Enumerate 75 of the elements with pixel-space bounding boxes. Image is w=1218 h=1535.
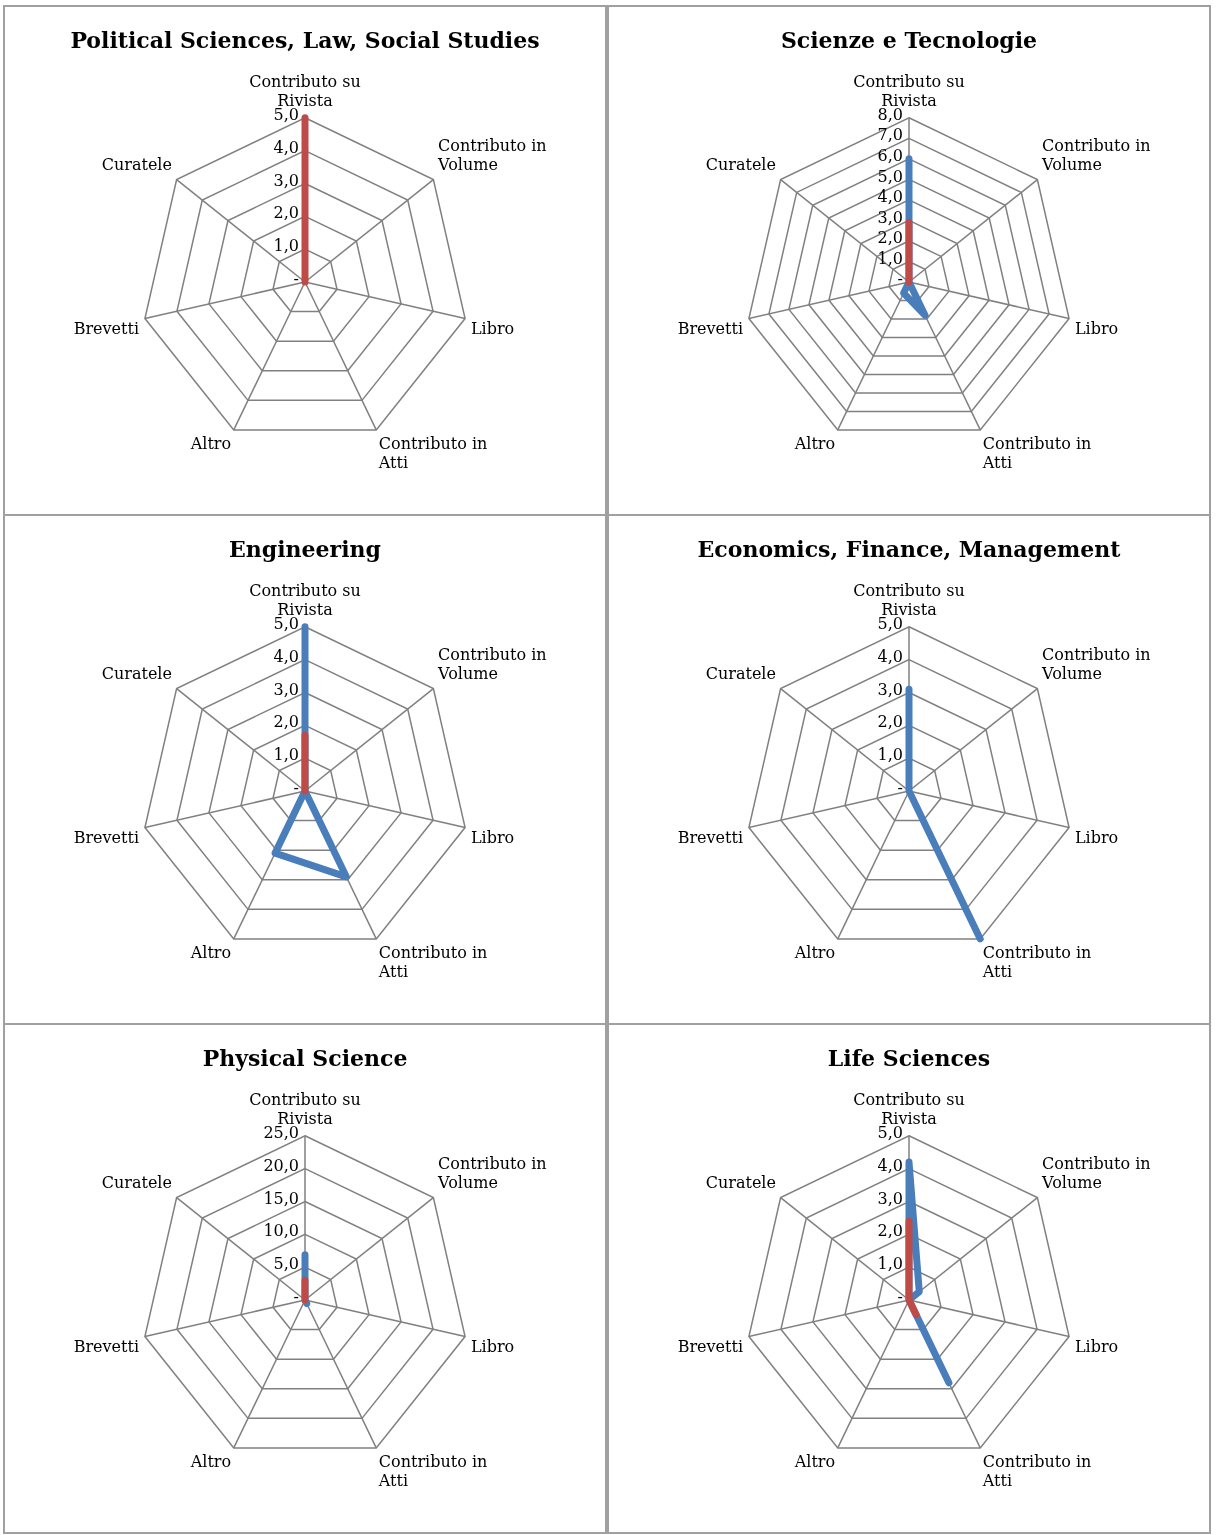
- spoke-label: Brevetti: [677, 1336, 744, 1356]
- chart-title: Engineering: [229, 535, 381, 562]
- spoke-label: Contributo in Atti: [981, 1452, 1092, 1491]
- chart-title: Economics, Finance, Management: [697, 535, 1122, 562]
- spoke-label: Libro: [470, 318, 515, 338]
- spoke-label: Contributo in Volume: [437, 645, 547, 684]
- y-tick-label: 1,0: [273, 236, 299, 256]
- spoke-label: Altro: [793, 434, 836, 454]
- chart-title: Physical Science: [202, 1044, 408, 1071]
- spoke-label: Contributo in Atti: [377, 1452, 488, 1491]
- y-tick-label: 3,0: [877, 679, 903, 699]
- spoke-label: Brevetti: [73, 1336, 140, 1356]
- y-tick-label: 6,0: [877, 146, 903, 166]
- y-tick-label: 2,0: [877, 712, 903, 732]
- spoke-label: Libro: [470, 1336, 515, 1356]
- y-tick-label: 4,0: [877, 646, 903, 666]
- y-tick-label: -: [897, 1287, 903, 1307]
- spoke-label: Contributo in Volume: [437, 136, 547, 175]
- y-tick-label: 3,0: [273, 679, 299, 699]
- spoke-label: Curatele: [101, 155, 172, 175]
- spoke-label: Contributo in Atti: [981, 434, 1092, 473]
- y-tick-label: 2,0: [273, 203, 299, 223]
- y-tick-label: 5,0: [273, 1254, 299, 1274]
- y-tick-label: 3,0: [877, 1188, 903, 1208]
- spoke-label: Libro: [470, 827, 515, 847]
- spoke-label: Brevetti: [677, 827, 744, 847]
- spoke-label: Brevetti: [677, 318, 744, 338]
- spoke-label: Altro: [793, 1452, 836, 1472]
- spoke-label: Libro: [1074, 1336, 1119, 1356]
- y-tick-label: 20,0: [263, 1155, 299, 1175]
- y-tick-label: -: [293, 778, 299, 798]
- chart-title: Scienze e Tecnologie: [780, 26, 1038, 53]
- y-tick-label: 3,0: [877, 207, 903, 227]
- spoke-label: Brevetti: [73, 318, 140, 338]
- y-tick-label: 3,0: [273, 170, 299, 190]
- chart-title: Life Sciences: [827, 1044, 991, 1071]
- y-tick-label: 15,0: [263, 1188, 299, 1208]
- y-tick-label: 1,0: [877, 745, 903, 765]
- spoke-label: Contributo in Atti: [377, 434, 488, 473]
- y-tick-label: 2,0: [273, 712, 299, 732]
- y-tick-label: 4,0: [877, 187, 903, 207]
- spoke-label: Contributo in Atti: [377, 943, 488, 982]
- y-tick-label: 1,0: [877, 248, 903, 268]
- spoke-label: Contributo in Volume: [1041, 645, 1151, 684]
- spoke-label: Contributo in Volume: [1041, 1154, 1151, 1193]
- y-tick-label: -: [897, 778, 903, 798]
- y-tick-label: 10,0: [263, 1221, 299, 1241]
- spoke-label: Curatele: [705, 664, 776, 684]
- y-tick-label: -: [897, 269, 903, 289]
- y-tick-label: 4,0: [273, 137, 299, 157]
- y-tick-label: 7,0: [877, 125, 903, 145]
- spoke-label: Brevetti: [73, 827, 140, 847]
- spoke-label: Libro: [1074, 827, 1119, 847]
- y-tick-label: 2,0: [877, 228, 903, 248]
- y-tick-label: 4,0: [273, 646, 299, 666]
- spoke-label: Altro: [189, 1452, 232, 1472]
- y-tick-label: 2,0: [877, 1221, 903, 1241]
- spoke-label: Contributo in Volume: [1041, 136, 1151, 175]
- spoke-label: Curatele: [101, 1173, 172, 1193]
- chart-title: Political Sciences, Law, Social Studies: [70, 26, 540, 53]
- y-tick-label: -: [293, 269, 299, 289]
- spoke-label: Altro: [189, 434, 232, 454]
- spoke-label: Curatele: [101, 664, 172, 684]
- spoke-label: Contributo in Volume: [437, 1154, 547, 1193]
- spoke-label: Curatele: [705, 155, 776, 175]
- spoke-label: Contributo in Atti: [981, 943, 1092, 982]
- y-tick-label: 5,0: [877, 166, 903, 186]
- y-tick-label: 4,0: [877, 1155, 903, 1175]
- y-tick-label: -: [293, 1287, 299, 1307]
- spoke-label: Curatele: [705, 1173, 776, 1193]
- y-tick-label: 1,0: [877, 1254, 903, 1274]
- spoke-label: Altro: [793, 943, 836, 963]
- spoke-label: Altro: [189, 943, 232, 963]
- y-tick-label: 1,0: [273, 745, 299, 765]
- spoke-label: Libro: [1074, 318, 1119, 338]
